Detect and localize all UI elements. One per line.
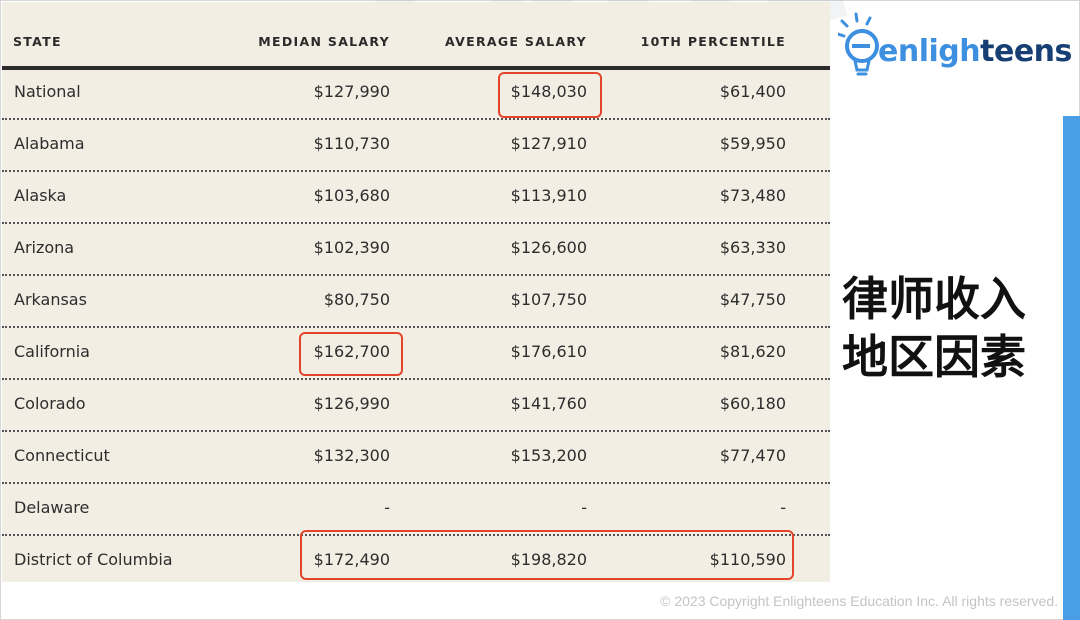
cell-state: Delaware [14, 498, 90, 517]
cell-state: Connecticut [14, 446, 110, 465]
cell-median: $102,390 [313, 238, 390, 257]
table-row: Alaska $103,680 $113,910 $73,480 [2, 170, 830, 224]
cell-average: $153,200 [510, 446, 587, 465]
table-row: Delaware - - - [2, 482, 830, 536]
cell-tenth: $59,950 [719, 134, 786, 153]
cell-tenth: $73,480 [719, 186, 786, 205]
header-median-salary: MEDIAN SALARY [258, 34, 390, 49]
accent-side-bar [1063, 116, 1080, 620]
salary-table: STATE MEDIAN SALARY AVERAGE SALARY 10TH … [2, 2, 830, 582]
logo-light-text: nligh [897, 34, 981, 69]
cell-state: District of Columbia [14, 550, 173, 569]
table-row: Arkansas $80,750 $107,750 $47,750 [2, 274, 830, 328]
cell-tenth: $77,470 [719, 446, 786, 465]
cell-tenth: - [780, 498, 786, 517]
cell-median: $110,730 [313, 134, 390, 153]
logo-dark-text: teens [980, 34, 1072, 69]
highlight-california-median [299, 332, 403, 376]
chinese-title-line-1: 律师收入 [842, 272, 1026, 326]
table-row: California $162,700 $176,610 $81,620 [2, 326, 830, 380]
cell-tenth: $61,400 [719, 82, 786, 101]
table-row: District of Columbia $172,490 $198,820 $… [2, 534, 830, 586]
cell-state: Alabama [14, 134, 85, 153]
table-row: Arizona $102,390 $126,600 $63,330 [2, 222, 830, 276]
cell-median: $172,490 [313, 550, 390, 569]
cell-average: $126,600 [510, 238, 587, 257]
header-average-salary: AVERAGE SALARY [445, 34, 587, 49]
cell-tenth: $60,180 [719, 394, 786, 413]
copyright-text: © 2023 Copyright Enlighteens Education I… [660, 593, 1058, 609]
cell-average: $113,910 [510, 186, 587, 205]
table-row: Colorado $126,990 $141,760 $60,180 [2, 378, 830, 432]
lightbulb-icon [838, 12, 879, 76]
logo-wordmark: enlighteens [878, 34, 1072, 69]
cell-tenth: $110,590 [709, 550, 786, 569]
cell-median: $103,680 [313, 186, 390, 205]
header-10th-percentile: 10TH PERCENTILE [640, 34, 786, 49]
header-state: STATE [13, 34, 62, 49]
cell-tenth: $81,620 [719, 342, 786, 361]
cell-median: $127,990 [313, 82, 390, 101]
cell-state: Arkansas [14, 290, 87, 309]
table-row: Alabama $110,730 $127,910 $59,950 [2, 118, 830, 172]
cell-average: $148,030 [510, 82, 587, 101]
cell-tenth: $63,330 [719, 238, 786, 257]
table-row: National $127,990 $148,030 $61,400 [2, 66, 830, 120]
chinese-title: 律师收入 地区因素 [842, 270, 1062, 386]
cell-tenth: $47,750 [719, 290, 786, 309]
cell-average: $127,910 [510, 134, 587, 153]
highlight-dc-row [300, 530, 794, 580]
cell-average: $198,820 [510, 550, 587, 569]
logo-accent-letter: e [878, 34, 898, 69]
cell-median: $132,300 [313, 446, 390, 465]
table-row: Connecticut $132,300 $153,200 $77,470 [2, 430, 830, 484]
cell-median: $126,990 [313, 394, 390, 413]
chinese-title-line-2: 地区因素 [842, 330, 1026, 384]
highlight-national-average [498, 72, 602, 118]
cell-state: California [14, 342, 90, 361]
cell-state: Alaska [14, 186, 67, 205]
cell-average: - [581, 498, 587, 517]
table-header: STATE MEDIAN SALARY AVERAGE SALARY 10TH … [2, 2, 830, 70]
cell-median: - [384, 498, 390, 517]
cell-median: $162,700 [313, 342, 390, 361]
cell-average: $107,750 [510, 290, 587, 309]
enlighteens-logo: enlighteens [838, 12, 1078, 82]
cell-state: Arizona [14, 238, 75, 257]
cell-average: $176,610 [510, 342, 587, 361]
cell-average: $141,760 [510, 394, 587, 413]
cell-state: Colorado [14, 394, 86, 413]
cell-median: $80,750 [323, 290, 390, 309]
cell-state: National [14, 82, 81, 101]
